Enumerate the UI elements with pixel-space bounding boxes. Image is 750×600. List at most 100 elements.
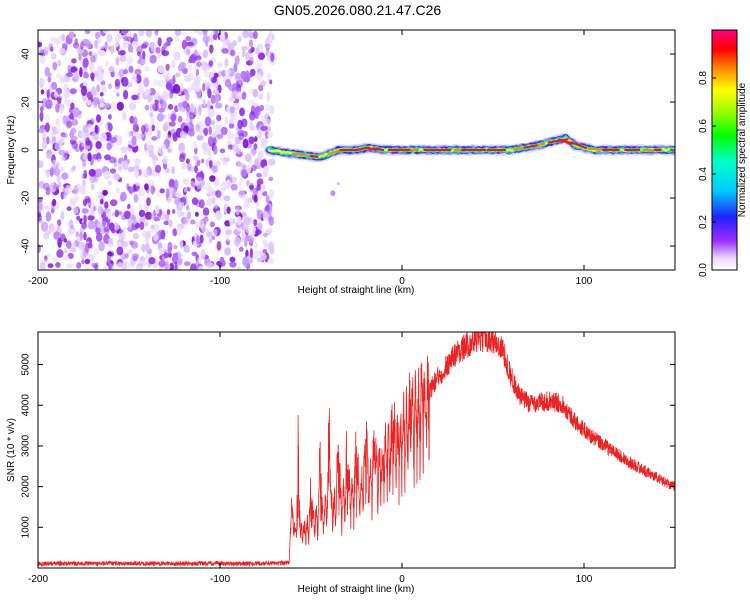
noise-speckle bbox=[267, 210, 272, 215]
noise-speckle bbox=[149, 150, 155, 159]
noise-speckle bbox=[160, 143, 166, 150]
noise-speckle bbox=[161, 90, 169, 101]
noise-speckle bbox=[141, 216, 146, 222]
noise-speckle bbox=[93, 248, 99, 256]
chart-title: GN05.2026.080.21.47.C26 bbox=[273, 2, 442, 18]
noise-speckle bbox=[160, 100, 167, 110]
noise-speckle bbox=[253, 143, 258, 150]
noise-speckle bbox=[209, 221, 216, 228]
noise-speckle bbox=[130, 241, 139, 249]
noise-speckle bbox=[44, 66, 50, 77]
noise-speckle bbox=[135, 125, 139, 132]
noise-speckle bbox=[104, 154, 111, 161]
noise-speckle bbox=[82, 159, 87, 168]
noise-speckle bbox=[66, 120, 73, 128]
noise-speckle bbox=[241, 118, 248, 128]
noise-speckle bbox=[209, 82, 218, 90]
noise-speckle bbox=[116, 92, 120, 97]
noise-speckle bbox=[43, 46, 49, 56]
noise-speckle bbox=[139, 54, 144, 60]
noise-speckle bbox=[201, 61, 208, 70]
noise-speckle bbox=[107, 180, 112, 186]
noise-speckle bbox=[229, 217, 234, 227]
noise-speckle bbox=[267, 258, 274, 265]
noise-speckle bbox=[66, 206, 72, 212]
noise-speckle bbox=[147, 97, 152, 104]
noise-speckle bbox=[160, 229, 166, 240]
noise-speckle bbox=[185, 116, 190, 124]
noise-speckle bbox=[174, 30, 182, 37]
noise-speckle bbox=[102, 211, 106, 217]
noise-speckle bbox=[52, 183, 60, 190]
noise-speckle bbox=[162, 69, 170, 80]
noise-speckle bbox=[81, 207, 89, 214]
colorbar-ticks: 0.0 0.2 0.4 0.6 0.8 bbox=[698, 71, 716, 277]
noise-speckle bbox=[145, 122, 153, 129]
noise-speckle bbox=[233, 176, 238, 181]
noise-speckle bbox=[164, 213, 170, 221]
noise-speckle bbox=[43, 182, 50, 191]
noise-speckle bbox=[165, 63, 170, 71]
noise-speckle bbox=[54, 167, 61, 177]
noise-speckle bbox=[132, 255, 138, 262]
signal-track-core bbox=[309, 154, 319, 158]
noise-speckle bbox=[244, 153, 252, 162]
noise-speckle bbox=[45, 170, 51, 178]
noise-speckle bbox=[198, 265, 205, 270]
noise-speckle bbox=[115, 135, 123, 146]
noise-speckle bbox=[97, 158, 102, 164]
noise-speckle bbox=[134, 158, 141, 167]
noise-speckle bbox=[144, 104, 150, 111]
noise-speckle bbox=[95, 232, 103, 242]
noise-speckle bbox=[155, 47, 161, 54]
noise-speckle bbox=[224, 116, 229, 125]
noise-speckle bbox=[149, 112, 154, 118]
noise-speckle bbox=[128, 65, 134, 73]
noise-speckle bbox=[256, 190, 263, 201]
noise-speckle bbox=[127, 30, 132, 36]
noise-speckle bbox=[103, 265, 108, 270]
noise-speckle bbox=[205, 159, 209, 167]
noise-speckle bbox=[164, 167, 171, 174]
noise-speckle bbox=[173, 36, 180, 43]
noise-speckle bbox=[76, 236, 81, 242]
colorbar-tick-label: 0.6 bbox=[698, 119, 709, 133]
noise-speckle bbox=[265, 130, 269, 139]
noise-speckle bbox=[54, 91, 58, 99]
noise-speckle bbox=[131, 94, 139, 101]
snr-y-tick-label: 4000 bbox=[21, 394, 32, 417]
noise-speckle bbox=[192, 155, 199, 161]
noise-speckle bbox=[126, 56, 134, 65]
noise-speckle bbox=[151, 136, 158, 141]
noise-speckle bbox=[186, 49, 191, 55]
noise-speckle bbox=[196, 61, 202, 68]
noise-speckle bbox=[51, 198, 57, 207]
noise-speckle bbox=[104, 102, 111, 108]
noise-speckle bbox=[70, 224, 75, 230]
noise-speckle bbox=[67, 64, 72, 72]
noise-speckle bbox=[202, 207, 210, 216]
noise-speckle bbox=[266, 72, 271, 82]
noise-speckle bbox=[99, 97, 105, 104]
noise-speckle bbox=[269, 79, 273, 85]
noise-speckle bbox=[127, 203, 131, 210]
noise-speckle bbox=[203, 217, 209, 223]
colorbar-tick-label: 0.2 bbox=[698, 215, 709, 229]
noise-speckle bbox=[57, 227, 62, 233]
noise-speckle bbox=[99, 44, 105, 49]
noise-speckle bbox=[147, 144, 155, 152]
noise-speckle bbox=[178, 144, 186, 153]
spectrogram-y-ticks: -40 -20 0 20 40 bbox=[21, 48, 675, 253]
noise-speckle bbox=[38, 128, 45, 134]
noise-speckle bbox=[168, 79, 174, 84]
noise-speckle bbox=[139, 221, 145, 231]
noise-speckle bbox=[265, 204, 270, 213]
noise-speckle bbox=[102, 189, 108, 196]
noise-speckle bbox=[70, 102, 75, 110]
snr-x-tick-label: -100 bbox=[210, 574, 230, 585]
noise-speckle bbox=[233, 236, 241, 247]
noise-speckle bbox=[108, 66, 115, 73]
noise-speckle bbox=[209, 189, 216, 198]
noise-speckle bbox=[186, 163, 192, 171]
